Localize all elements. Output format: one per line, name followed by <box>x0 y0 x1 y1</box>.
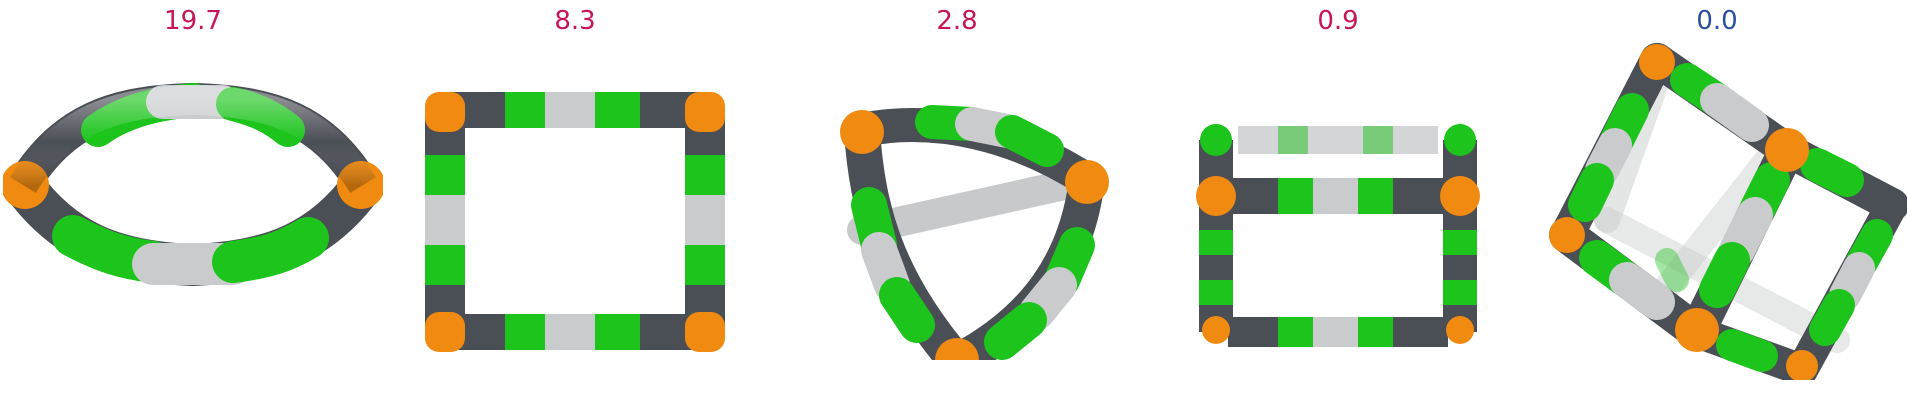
energy-label: 8.3 <box>554 6 596 36</box>
cage-structure-tetrahedral <box>840 105 1109 360</box>
cage-structure-prism <box>1196 124 1480 347</box>
panel-2: 8.3 <box>385 0 765 416</box>
energy-label: 19.7 <box>164 6 222 36</box>
energy-label: 0.9 <box>1317 6 1359 36</box>
panel-5: 0.0 <box>1527 0 1907 416</box>
energy-label: 2.8 <box>936 6 978 36</box>
cage-structure-square <box>425 92 725 352</box>
energy-label: 0.0 <box>1696 6 1738 36</box>
cage-structure-flat-ring <box>3 83 383 286</box>
panel-4: 0.9 <box>1148 0 1528 416</box>
cage-structure-cube <box>1549 43 1907 380</box>
panel-1: 19.7 <box>3 0 383 416</box>
panel-3: 2.8 <box>767 0 1147 416</box>
